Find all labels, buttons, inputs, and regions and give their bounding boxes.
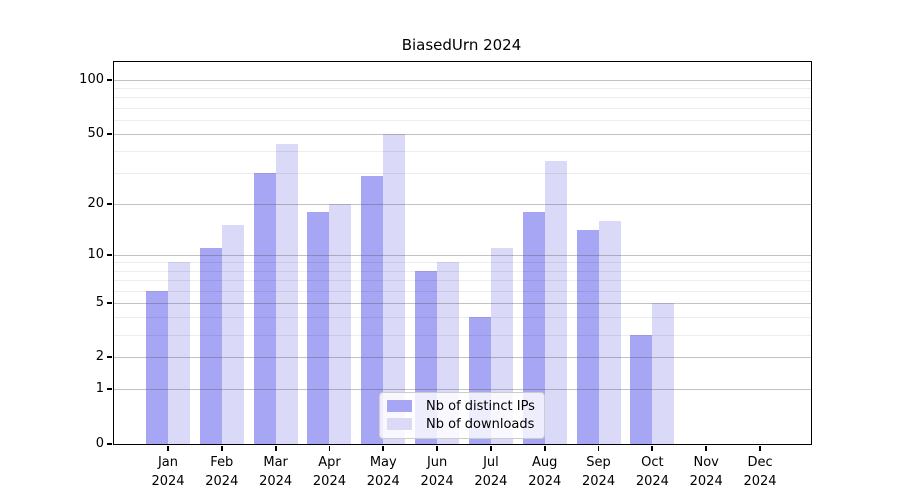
major-gridline	[114, 302, 811, 304]
x-tick-label: Jun 2024	[420, 455, 454, 489]
bar-downloads-jan	[168, 262, 190, 444]
legend: Nb of distinct IPs Nb of downloads	[379, 392, 545, 439]
minor-gridline	[114, 262, 811, 264]
legend-label: Nb of distinct IPs	[426, 398, 535, 414]
legend-item: Nb of distinct IPs	[387, 398, 535, 414]
y-tick-mark	[107, 388, 113, 391]
chart-title: BiasedUrn 2024	[401, 36, 522, 54]
bar-distinct-ips-sep	[576, 230, 599, 444]
minor-gridline	[114, 173, 811, 175]
y-tick-label: 20	[87, 195, 104, 211]
x-tick-label: Jan 2024	[151, 455, 185, 489]
legend-swatch-distinct-ips	[387, 400, 412, 412]
bar-downloads-mar	[275, 143, 298, 444]
x-tick-label: Aug 2024	[528, 455, 562, 489]
major-gridline	[114, 389, 811, 391]
minor-gridline	[114, 107, 811, 109]
y-tick-mark	[107, 443, 113, 445]
x-tick-mark	[490, 445, 492, 451]
bar-distinct-ips-apr	[307, 211, 330, 444]
bars-layer	[114, 62, 811, 444]
minor-gridline	[114, 290, 811, 292]
x-tick-mark	[705, 445, 708, 451]
plot-area: 0 1 2 5 10 20 50 100 Jan 2024 Feb 2024 Mar 2024 Apr…	[79, 61, 812, 489]
gridlines-layer	[114, 62, 811, 444]
x-tick-mark	[220, 445, 223, 451]
bar-distinct-ips-oct	[630, 334, 653, 444]
x-tick-label: Feb 2024	[205, 455, 239, 489]
x-tick-mark	[436, 445, 438, 451]
minor-gridline	[114, 279, 811, 281]
x-tick-label: Apr 2024	[312, 455, 346, 489]
y-tick-label: 100	[79, 72, 104, 87]
x-tick-mark	[167, 445, 169, 451]
x-tick-mark	[274, 445, 277, 451]
x-tick-label: Jul 2024	[474, 455, 508, 489]
legend-swatch-downloads	[387, 418, 412, 430]
bar-distinct-ips-jan	[146, 290, 168, 444]
legend-label: Nb of downloads	[426, 416, 535, 432]
x-tick-label: Mar 2024	[259, 455, 293, 489]
bar-downloads-apr	[329, 203, 352, 444]
axis-ticks-layer: 0 1 2 5 10 20 50 100 Jan 2024 Feb 2024 Mar 2024 Apr…	[79, 62, 811, 489]
minor-gridline	[114, 119, 811, 121]
y-tick-mark	[107, 79, 113, 81]
x-tick-mark	[759, 445, 761, 451]
y-tick-label: 2	[95, 349, 104, 365]
major-gridline	[114, 133, 811, 135]
x-tick-mark	[543, 445, 546, 451]
y-tick-label: 10	[87, 246, 104, 262]
minor-gridline	[114, 334, 811, 336]
x-tick-label: Oct 2024	[635, 455, 669, 489]
y-tick-mark	[107, 253, 113, 256]
y-tick-label: 50	[87, 125, 104, 141]
y-tick-mark	[107, 132, 113, 135]
minor-gridline	[114, 317, 811, 319]
y-tick-label: 0	[95, 436, 104, 451]
major-gridline	[114, 203, 811, 205]
x-tick-label: May 2024	[366, 455, 400, 489]
y-tick-label: 1	[95, 381, 104, 397]
y-tick-mark	[107, 301, 113, 304]
major-gridline	[114, 80, 811, 81]
x-tick-label: Dec 2024	[743, 455, 777, 489]
bar-distinct-ips-mar	[253, 173, 276, 444]
bar-downloads-feb	[221, 225, 244, 444]
y-tick-label: 5	[95, 294, 104, 310]
minor-gridline	[114, 270, 811, 272]
x-tick-mark	[651, 445, 654, 451]
minor-gridline	[114, 97, 811, 99]
x-tick-label: Nov 2024	[689, 455, 723, 489]
legend-item: Nb of downloads	[387, 416, 535, 432]
y-tick-mark	[107, 202, 113, 205]
x-tick-mark	[328, 445, 331, 451]
x-tick-mark	[382, 445, 385, 451]
x-tick-label: Sep 2024	[582, 455, 616, 489]
y-tick-mark	[107, 356, 113, 359]
bar-downloads-sep	[598, 220, 621, 444]
major-gridline	[114, 357, 811, 359]
minor-gridline	[114, 151, 811, 153]
major-gridline	[114, 254, 811, 256]
bar-downloads-aug	[544, 161, 567, 444]
bar-distinct-ips-feb	[199, 248, 222, 444]
bar-downloads-oct	[652, 302, 675, 444]
x-tick-mark	[597, 445, 600, 451]
minor-gridline	[114, 88, 811, 90]
